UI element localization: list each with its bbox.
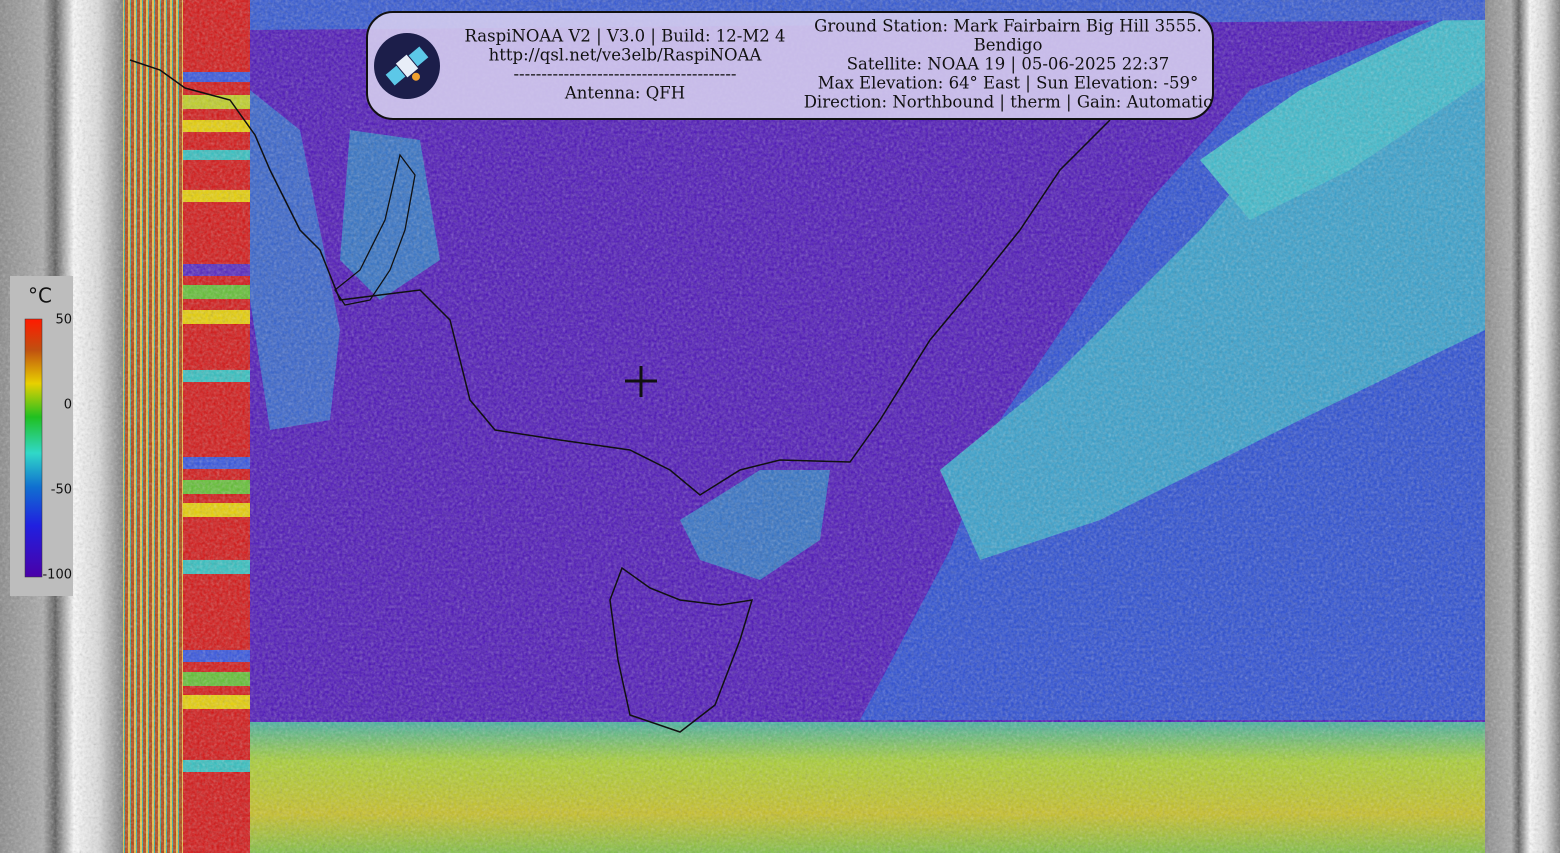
logo-satellite — [385, 46, 429, 86]
coastline — [334, 153, 416, 306]
tasmania-coastline — [609, 566, 754, 733]
color-scale — [24, 318, 43, 578]
legend-tick-label: 50 — [55, 313, 72, 328]
legend: °C 50 0 -50 -100 — [10, 276, 73, 596]
header-line: Antenna: QFH — [564, 84, 685, 103]
coastline — [129, 59, 1111, 496]
header-line: Ground Station: Mark Fairbairn Big Hill … — [814, 17, 1202, 36]
legend-tick-label: -50 — [51, 483, 72, 498]
header-line: ---------------------------------------- — [513, 65, 736, 84]
header-line: Bendigo — [974, 36, 1043, 55]
info-panel: RaspiNOAA V2 | V3.0 | Build: 12-M2 4http… — [366, 11, 1214, 120]
header-line: Satellite: NOAA 19 | 05-06-2025 22:37 — [847, 55, 1170, 74]
panel-background — [366, 11, 1214, 120]
legend-tick-label: 0 — [64, 398, 72, 413]
header-line: RaspiNOAA V2 | V3.0 | Build: 12-M2 4 — [464, 27, 785, 46]
legend-ticks: 50 0 -50 -100 — [42, 313, 72, 583]
station-marker — [625, 366, 657, 397]
legend-unit: °C — [28, 284, 52, 308]
header-line: http://qsl.net/ve3elb/RaspiNOAA — [489, 46, 763, 65]
header-line: Max Elevation: 64° East | Sun Elevation:… — [818, 74, 1198, 93]
legend-tick-label: -100 — [42, 568, 72, 583]
header-line: Direction: Northbound | therm | Gain: Au… — [804, 93, 1213, 112]
